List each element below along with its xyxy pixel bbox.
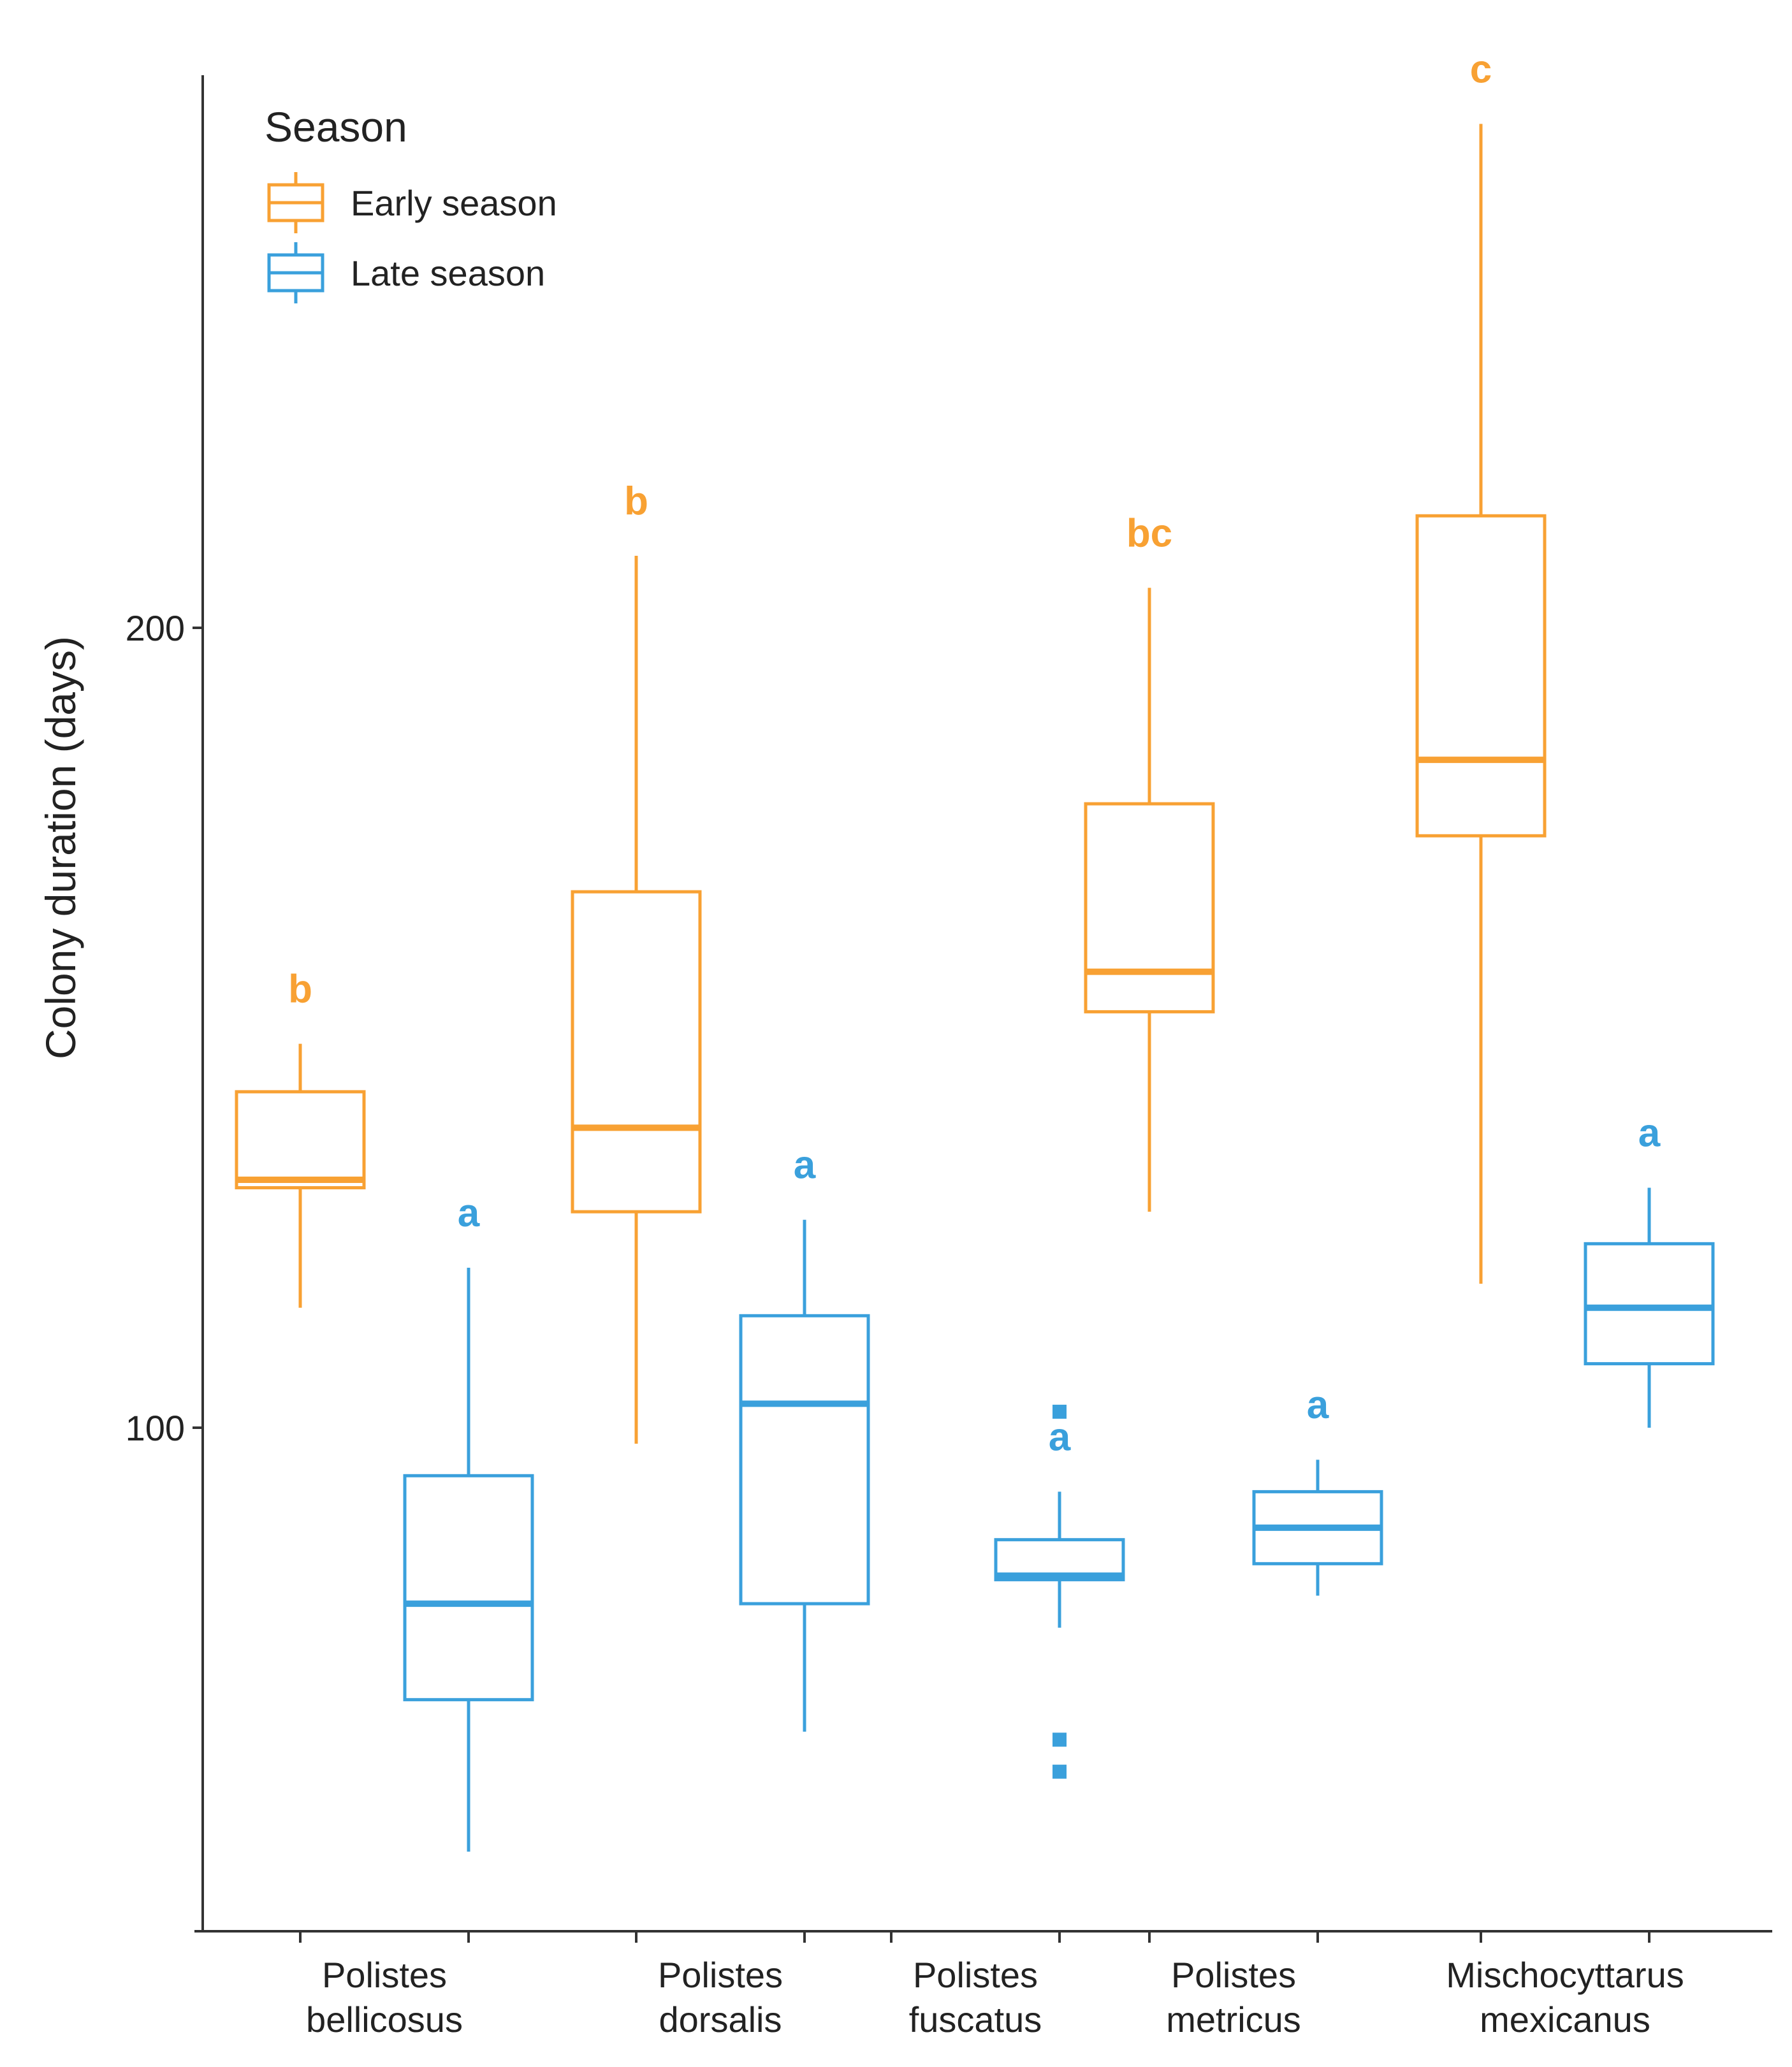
box-iqr	[235, 1090, 366, 1190]
x-tick-label-line1: Polistes	[1171, 1955, 1296, 1995]
x-tick-label-line2: mexicanus	[1480, 1999, 1650, 2040]
box-iqr	[994, 1538, 1125, 1581]
box-early-1	[571, 556, 702, 1444]
box-early-4	[1415, 124, 1547, 1284]
y-tick-label-200: 200	[126, 608, 185, 648]
y-axis-ticks: 100 200	[126, 608, 203, 1448]
box-early-0	[235, 1043, 366, 1308]
y-axis-label: Colony duration (days)	[37, 636, 84, 1059]
y-tick-label-100: 100	[126, 1408, 185, 1448]
significance-letter-late-4: a	[1638, 1112, 1661, 1156]
significance-letter-early-1: b	[624, 479, 648, 523]
legend-item-late: Late season	[267, 242, 545, 303]
legend-title: Season	[265, 103, 407, 150]
legend-label-early: Early season	[351, 183, 557, 223]
x-tick-label-line1: Mischocyttarus	[1446, 1955, 1684, 1995]
x-tick-label-4: Mischocyttarus mexicanus	[1446, 1955, 1684, 2040]
box-iqr	[739, 1314, 870, 1606]
x-tick-label-2: Polistes fuscatus	[909, 1955, 1042, 2040]
legend: Season Early season Late season	[265, 103, 557, 303]
outlier-point-2	[1053, 1764, 1067, 1779]
x-tick-label-line2: bellicosus	[306, 1999, 463, 2040]
box-late-3	[1252, 1460, 1383, 1596]
significance-letters: b b bc c a a a a a	[288, 47, 1661, 1459]
box-iqr	[571, 890, 702, 1214]
x-tick-label-0: Polistes bellicosus	[306, 1955, 463, 2040]
significance-letter-late-1: a	[794, 1143, 816, 1187]
significance-letter-late-3: a	[1307, 1383, 1329, 1427]
x-tick-label-3: Polistes metricus	[1166, 1955, 1301, 2040]
x-tick-label-line2: fuscatus	[909, 1999, 1042, 2040]
significance-letter-early-3: bc	[1126, 511, 1172, 555]
legend-item-early: Early season	[267, 172, 557, 233]
outlier-point-0	[1053, 1404, 1067, 1419]
boxplots	[235, 124, 1715, 1852]
x-tick-label-1: Polistes dorsalis	[658, 1955, 783, 2040]
box-iqr	[1084, 802, 1215, 1013]
box-late-0	[403, 1268, 534, 1852]
x-tick-label-line1: Polistes	[322, 1955, 447, 1995]
box-iqr	[1584, 1242, 1715, 1366]
significance-letter-early-0: b	[288, 968, 312, 1012]
legend-items: Early season Late season	[267, 172, 557, 303]
significance-letter-late-0: a	[458, 1191, 480, 1235]
legend-label-late: Late season	[351, 253, 545, 293]
box-iqr	[1415, 514, 1547, 838]
box-late-2	[994, 1404, 1125, 1779]
x-tick-label-line1: Polistes	[913, 1955, 1038, 1995]
x-tick-label-line2: metricus	[1166, 1999, 1301, 2040]
outlier-point-1	[1053, 1732, 1067, 1747]
significance-letter-early-4: c	[1470, 47, 1492, 91]
x-tick-label-line1: Polistes	[658, 1955, 783, 1995]
x-tick-label-line2: dorsalis	[659, 1999, 782, 2040]
box-iqr	[403, 1474, 534, 1702]
box-late-4	[1584, 1187, 1715, 1428]
significance-letter-late-2: a	[1049, 1415, 1071, 1459]
box-early-3	[1084, 588, 1215, 1212]
box-late-1	[739, 1219, 870, 1732]
